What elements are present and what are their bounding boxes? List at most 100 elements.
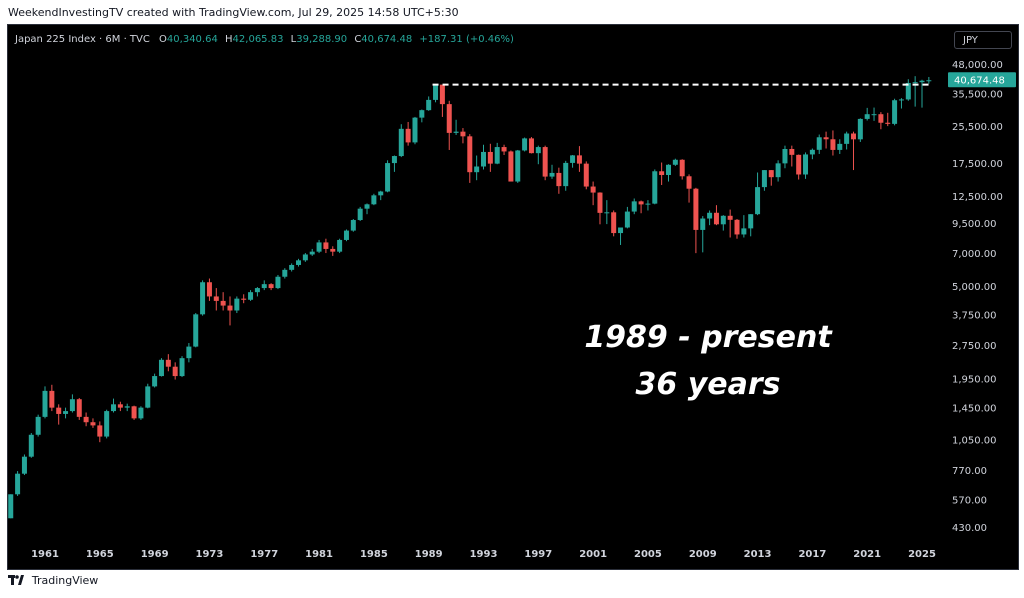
annotation-period: 1989 - present [584, 320, 833, 355]
candle-down [460, 128, 466, 144]
candle-down [611, 210, 617, 237]
candle-up [69, 394, 75, 413]
candle-body [796, 154, 802, 175]
candle-body [535, 147, 541, 154]
candle-up [433, 84, 439, 103]
candle-up [371, 193, 377, 206]
candle-down [508, 150, 514, 182]
candle-body [563, 162, 569, 187]
symbol-label[interactable]: Japan 225 Index · 6M · TVC [15, 34, 150, 45]
candle-down [220, 292, 226, 311]
candle-body [679, 159, 685, 177]
candle-body [570, 155, 576, 163]
candle-body [713, 212, 719, 225]
candle-body [371, 195, 377, 205]
candle-body [549, 172, 555, 177]
candle-down [713, 205, 719, 226]
candle-up [124, 403, 130, 412]
candle-down [83, 412, 89, 427]
candle-body [350, 220, 356, 231]
candle-down [542, 145, 548, 181]
candle-body [152, 376, 158, 387]
candle-body [460, 131, 466, 137]
candle-up [234, 296, 240, 314]
candle-body [487, 151, 493, 164]
candle-body [330, 248, 336, 252]
candle-body [693, 188, 699, 230]
annotation-years: 36 years [636, 367, 781, 402]
y-tick-label: 35,500.00 [952, 90, 1003, 101]
candle-body [15, 473, 21, 495]
open-value: 40,340.64 [166, 34, 218, 45]
y-tick-label: 1,050.00 [952, 435, 997, 446]
x-tick-label: 1997 [524, 549, 552, 560]
y-tick-label: 48,000.00 [952, 60, 1003, 71]
candle-up [426, 96, 432, 111]
candle-body [56, 407, 62, 414]
candle-body [926, 80, 932, 82]
candle-up [857, 118, 863, 142]
candle-up [111, 398, 117, 413]
candle-body [597, 192, 603, 213]
candle-body [508, 151, 514, 182]
candle-down [679, 159, 685, 180]
candle-down [487, 143, 493, 172]
candle-body [124, 406, 130, 408]
candlestick-chart[interactable]: 48,000.00 35,500.00 25,500.00 17,500.00 12,5… [8, 25, 1018, 569]
candle-down [878, 112, 884, 130]
candle-body [165, 359, 171, 367]
candle-up [385, 160, 391, 193]
candle-up [672, 158, 678, 166]
candle-up [398, 124, 404, 158]
candle-up [364, 203, 370, 215]
open-key: O [159, 34, 167, 45]
candle-down [405, 121, 411, 146]
candle-up [871, 107, 877, 121]
candle-body [323, 242, 329, 249]
candle-up [652, 169, 658, 205]
candle-up [494, 142, 500, 165]
candle-down [850, 131, 856, 171]
y-tick-label: 17,500.00 [952, 159, 1003, 170]
candle-body [426, 99, 432, 111]
candle-body [412, 117, 418, 143]
candle-body [638, 201, 644, 205]
candle-body [652, 171, 658, 204]
candle-up [912, 76, 918, 107]
candle-body [727, 215, 733, 220]
candle-body [467, 136, 473, 173]
candle-body [604, 212, 610, 214]
candle-down [49, 384, 55, 412]
candle-up [618, 227, 624, 245]
chart-frame[interactable]: 48,000.00 35,500.00 25,500.00 17,500.00 12,5… [7, 24, 1019, 570]
y-tick-label: 5,000.00 [952, 282, 997, 293]
candle-up [138, 406, 144, 420]
candle-up [844, 131, 850, 150]
candle-body [145, 386, 151, 408]
candle-body [515, 150, 521, 182]
y-tick-label: 1,450.00 [952, 404, 997, 415]
candle-body [741, 228, 747, 235]
x-tick-label: 1977 [250, 549, 278, 560]
candle-up [474, 155, 480, 181]
candle-body [837, 143, 843, 150]
ohlc-legend: Japan 225 Index · 6M · TVC O40,340.64 H4… [15, 34, 514, 45]
candle-body [720, 215, 726, 225]
candle-body [309, 251, 315, 255]
candle-up [720, 215, 726, 231]
candle-down [56, 404, 62, 425]
candle-down [97, 421, 103, 443]
candle-body [707, 212, 713, 219]
currency-button[interactable]: JPY [954, 31, 1012, 49]
low-value: 39,288.90 [296, 34, 348, 45]
x-tick-label: 2025 [908, 549, 936, 560]
low-key: L [290, 34, 297, 45]
candle-up [63, 407, 69, 419]
candle-down [638, 200, 644, 214]
y-tick-label: 770.00 [952, 466, 987, 477]
candle-up [200, 280, 206, 316]
candle-up [42, 386, 48, 419]
candle-body [823, 137, 829, 140]
candle-body [302, 254, 308, 261]
candle-body [63, 411, 69, 414]
